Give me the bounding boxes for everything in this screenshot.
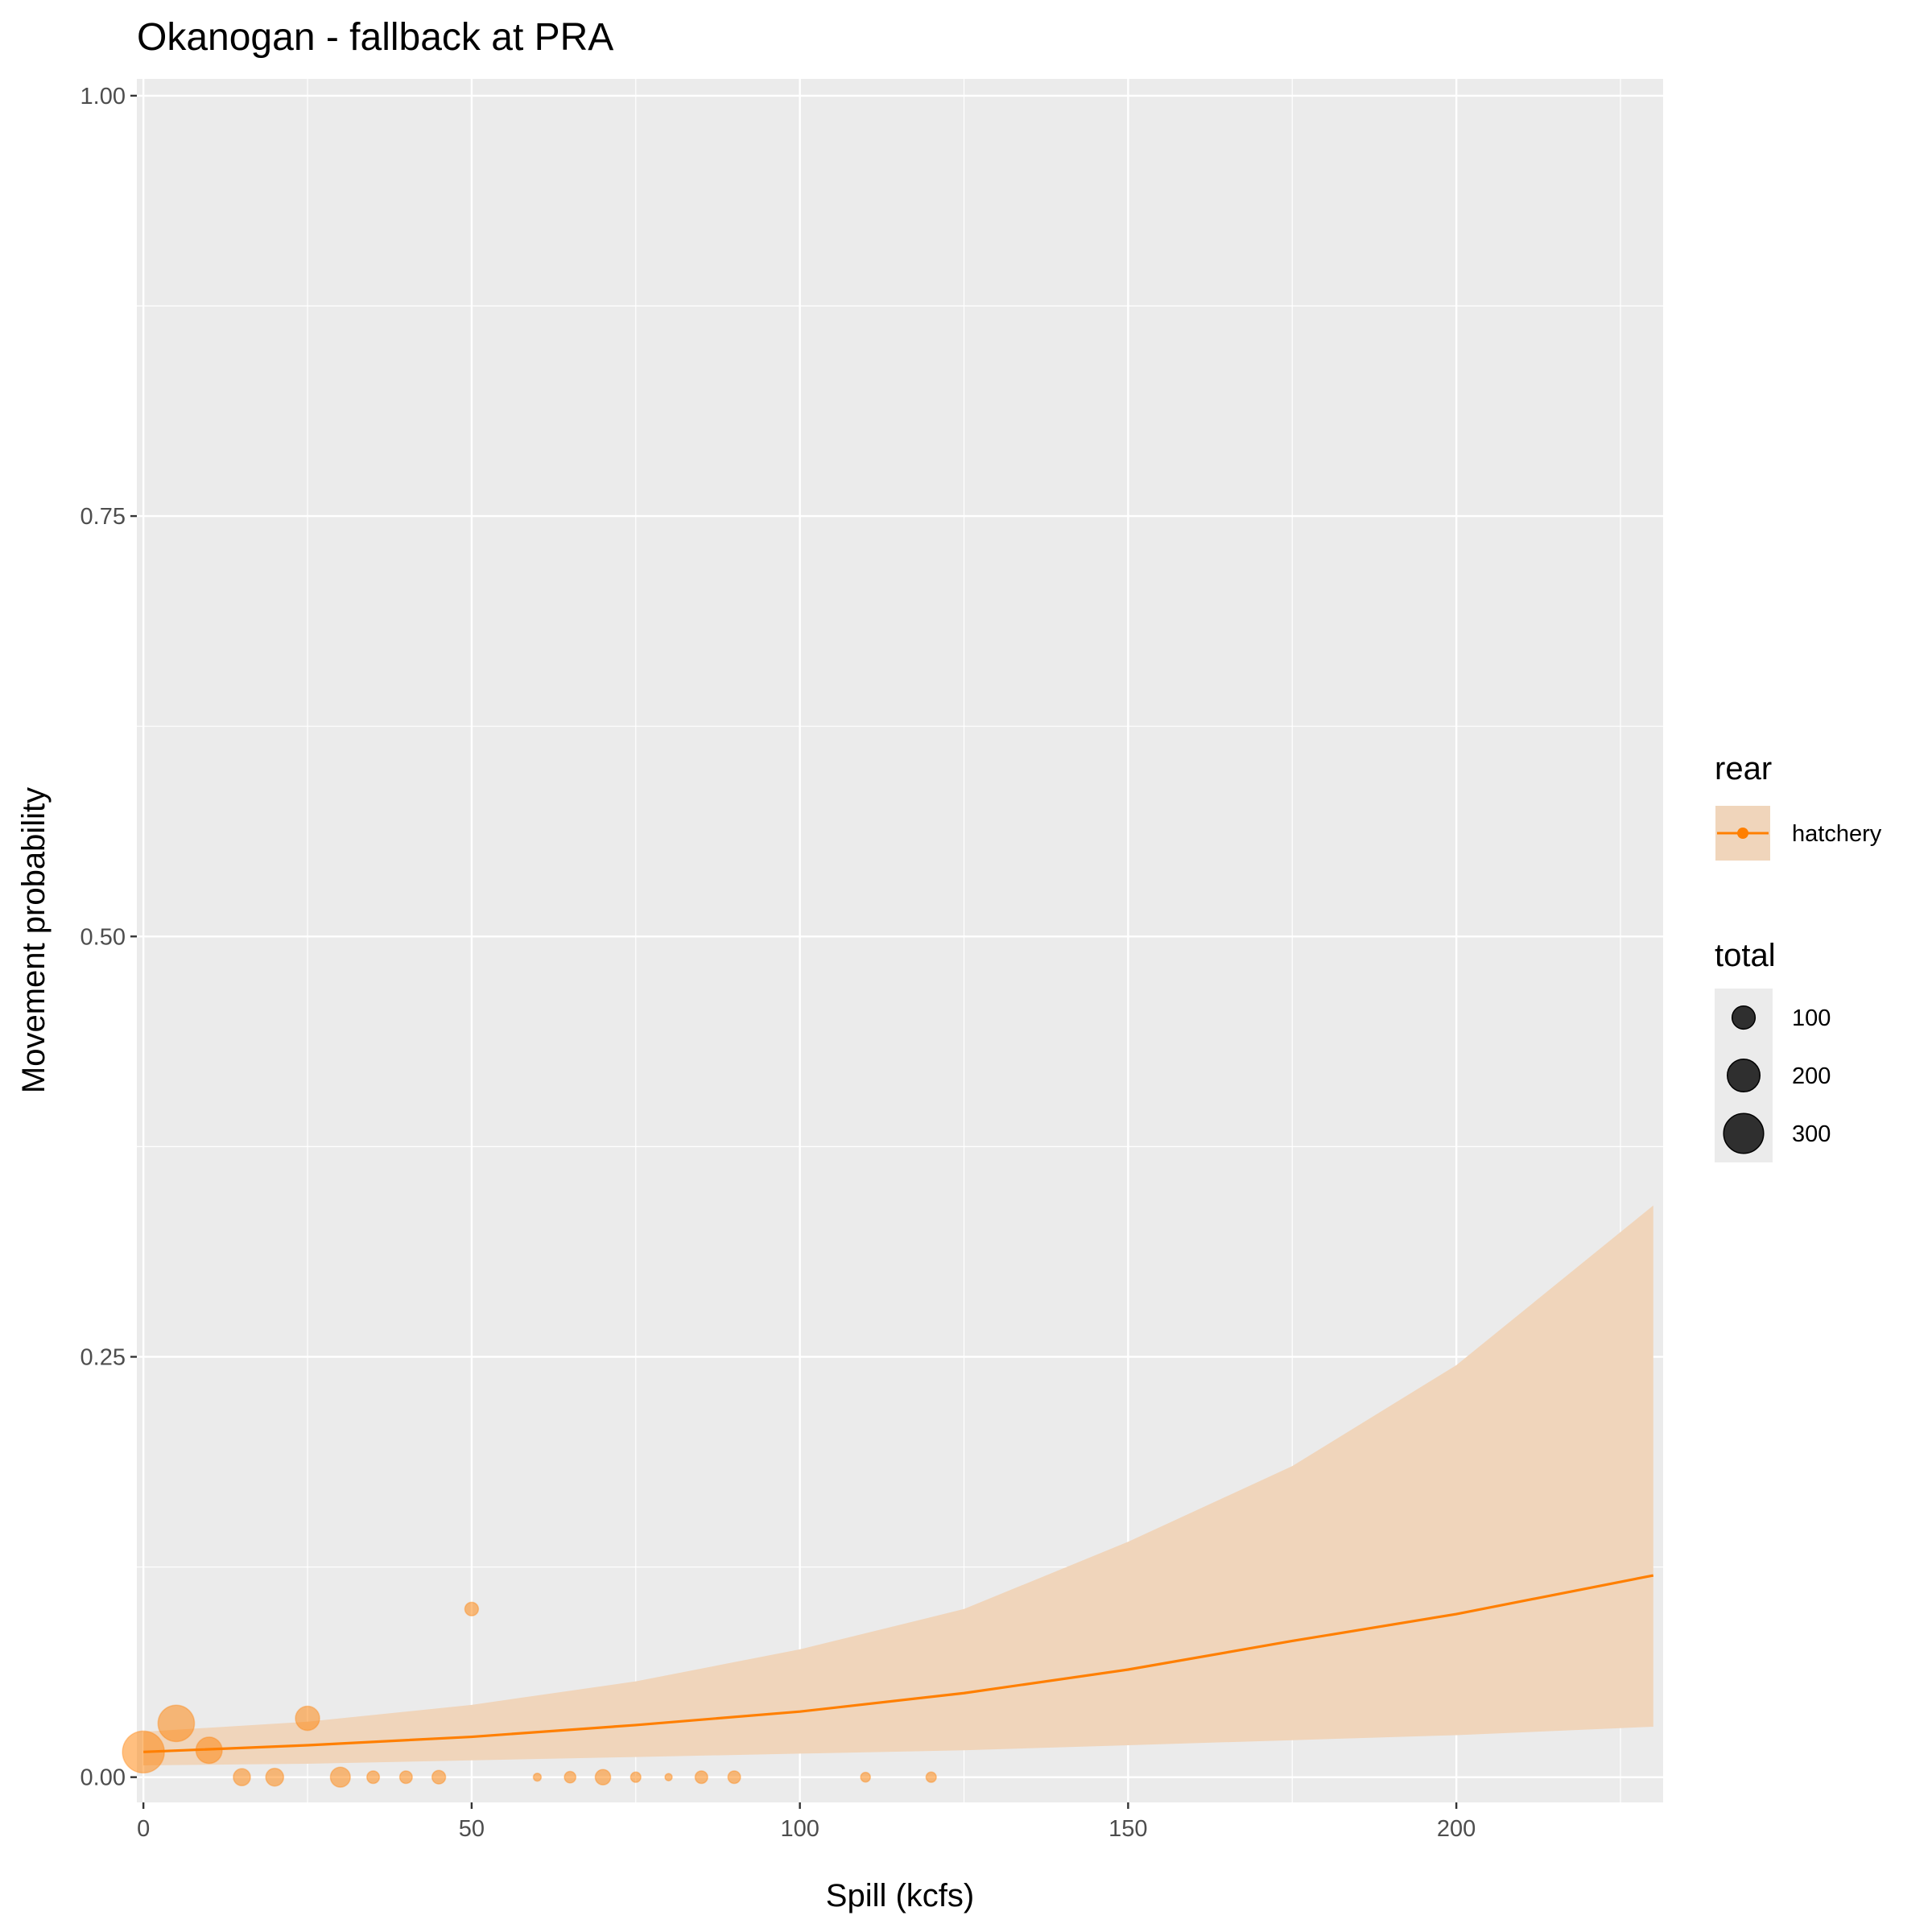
- data-point: [157, 1704, 196, 1743]
- y-tick-label: 0.00: [80, 1765, 126, 1791]
- legend-size-items: 100 200 300: [1723, 1005, 1831, 1154]
- legend-size-circle: [1731, 1005, 1757, 1030]
- x-axis-title: Spill (kcfs): [826, 1878, 974, 1913]
- legend-size-circle: [1723, 1113, 1765, 1154]
- confidence-band-layer: [143, 1205, 1653, 1766]
- data-point: [860, 1771, 872, 1783]
- data-point: [594, 1769, 612, 1786]
- chart-title: Okanogan - fallback at PRA: [137, 16, 613, 59]
- legend-size-label: 200: [1792, 1063, 1831, 1089]
- data-point: [664, 1773, 673, 1781]
- legend: rear hatchery total 100 200 300: [1714, 751, 1882, 1162]
- legend-size-label: 100: [1792, 1005, 1831, 1031]
- grid-major: [137, 79, 1663, 1802]
- y-tick-label: 0.75: [80, 504, 126, 530]
- y-tick-label: 0.50: [80, 924, 126, 950]
- data-point: [398, 1770, 413, 1785]
- data-point: [727, 1770, 741, 1785]
- points-layer: [122, 1601, 937, 1788]
- legend-size-title: total: [1715, 938, 1776, 973]
- x-tick-label: 0: [137, 1816, 150, 1842]
- data-point: [233, 1768, 251, 1787]
- data-point: [295, 1705, 320, 1732]
- x-tick-label: 200: [1437, 1816, 1476, 1842]
- x-axis: 0 50 100 150 200: [137, 1802, 1476, 1842]
- grid-minor: [137, 79, 1663, 1802]
- data-point: [630, 1771, 642, 1783]
- y-axis: 0.00 0.25 0.50 0.75 1.00: [80, 84, 137, 1791]
- y-axis-title: Movement probability: [16, 787, 52, 1093]
- legend-colour-title: rear: [1715, 751, 1772, 786]
- fit-line-layer: [143, 1574, 1654, 1753]
- data-point: [925, 1771, 937, 1783]
- data-point: [564, 1770, 577, 1784]
- x-tick-label: 50: [459, 1816, 485, 1842]
- x-tick-label: 150: [1108, 1816, 1147, 1842]
- data-point: [265, 1767, 285, 1787]
- y-tick-label: 0.25: [80, 1344, 126, 1370]
- x-tick-label: 100: [780, 1816, 819, 1842]
- data-point: [329, 1766, 351, 1788]
- data-point: [532, 1772, 543, 1782]
- data-point: [694, 1770, 708, 1785]
- legend-size-label: 300: [1792, 1121, 1831, 1147]
- legend-label-hatchery: hatchery: [1792, 821, 1882, 847]
- data-point: [431, 1769, 447, 1785]
- confidence-band-hatchery: [143, 1205, 1653, 1766]
- y-tick-label: 1.00: [80, 84, 126, 109]
- legend-size-circle: [1727, 1059, 1761, 1092]
- legend-point-hatchery: [1737, 828, 1748, 839]
- data-point: [464, 1601, 480, 1617]
- fit-line-hatchery: [143, 1574, 1654, 1753]
- data-point: [365, 1770, 381, 1785]
